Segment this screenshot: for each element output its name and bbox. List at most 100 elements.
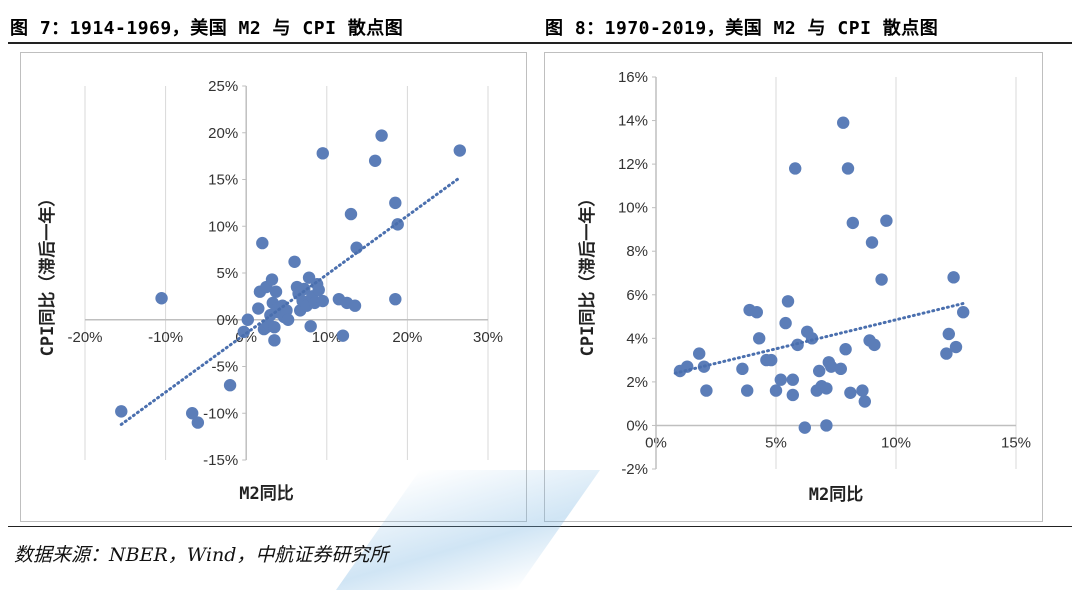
fig8-data-point-5 bbox=[736, 362, 749, 376]
fig8-x-tick-label-2: 10% bbox=[881, 434, 911, 451]
fig8-data-point-45 bbox=[947, 271, 960, 284]
fig8-data-point-46 bbox=[949, 340, 963, 354]
fig8-data-point-14 bbox=[779, 316, 792, 330]
fig7-data-point-40 bbox=[316, 294, 329, 308]
fig7-data-point-1 bbox=[155, 292, 168, 305]
fig8-x-tick-label-3: 15% bbox=[1001, 434, 1031, 451]
fig8-y-tick-label-1: 0% bbox=[626, 417, 648, 434]
fig8-y-axis-title: CPI同比（滞后一年） bbox=[577, 190, 598, 357]
fig8-data-point-17 bbox=[786, 388, 799, 402]
fig8-data-point-41 bbox=[875, 273, 888, 286]
fig7-data-point-17 bbox=[268, 334, 281, 347]
fig8-data-point-16 bbox=[786, 373, 799, 386]
fig7-data-point-31 bbox=[298, 282, 311, 296]
fig7-data-point-52 bbox=[453, 144, 466, 157]
fig7-data-point-2 bbox=[185, 407, 199, 420]
fig7-y-tick-label-5: 10% bbox=[208, 218, 238, 235]
fig8-data-point-32 bbox=[839, 343, 852, 356]
fig7-data-point-25 bbox=[281, 313, 295, 326]
fig8-data-point-34 bbox=[844, 386, 857, 399]
fig8-data-point-29 bbox=[825, 360, 838, 373]
fig8-data-point-40 bbox=[868, 338, 881, 352]
fig8-y-tick-label-6: 10% bbox=[618, 200, 648, 217]
fig7-data-point-6 bbox=[241, 313, 255, 326]
fig7-y-axis-title: CPI同比（滞后一年） bbox=[37, 190, 58, 357]
fig8-data-point-43 bbox=[940, 347, 953, 360]
fig8-data-point-18 bbox=[789, 162, 802, 175]
fig8-trendline bbox=[673, 301, 965, 375]
fig7-data-point-5 bbox=[237, 325, 250, 339]
fig8-y-tick-label-4: 6% bbox=[626, 287, 648, 304]
fig8-y-tick-label-5: 8% bbox=[626, 243, 648, 260]
fig8-data-point-39 bbox=[865, 236, 879, 249]
fig7-x-tick-label-3: 10% bbox=[312, 329, 342, 346]
fig7-data-point-9 bbox=[256, 236, 269, 250]
fig8-x-tick-label-1: 5% bbox=[765, 434, 787, 451]
chart-panel-left: -20%-10%0%10%20%30%-15%-10%-5%0%5%10%15%… bbox=[20, 52, 527, 522]
fig8-data-point-22 bbox=[805, 332, 819, 345]
fig7-x-tick-label-1: -10% bbox=[148, 329, 183, 346]
fig7-data-point-26 bbox=[288, 255, 301, 268]
figure-7-title: 图 7：1914-1969，美国 M2 与 CPI 散点图 bbox=[10, 18, 404, 39]
fig7-x-tick-label-4: 20% bbox=[392, 329, 422, 346]
fig7-data-point-19 bbox=[269, 285, 283, 298]
fig7-y-tick-label-8: 25% bbox=[208, 78, 238, 95]
fig7-data-point-50 bbox=[389, 292, 402, 306]
fig7-data-point-42 bbox=[336, 329, 350, 342]
fig8-data-point-37 bbox=[858, 395, 871, 408]
fig8-y-tick-label-0: -2% bbox=[621, 461, 648, 478]
scatter-chart-1914-1969: -20%-10%0%10%20%30%-15%-10%-5%0%5%10%15%… bbox=[37, 78, 503, 504]
fig7-x-tick-label-5: 30% bbox=[473, 329, 503, 346]
fig7-data-point-39 bbox=[316, 147, 329, 160]
figure-8-title: 图 8：1970-2019，美国 M2 与 CPI 散点图 bbox=[545, 18, 939, 39]
fig7-data-point-0 bbox=[115, 405, 128, 418]
fig7-data-point-7 bbox=[252, 302, 265, 315]
fig8-data-point-2 bbox=[693, 347, 706, 360]
fig8-data-point-26 bbox=[820, 419, 833, 432]
fig8-y-tick-label-8: 14% bbox=[618, 113, 648, 130]
fig8-data-point-47 bbox=[957, 306, 970, 319]
fig8-data-point-33 bbox=[841, 162, 855, 175]
fig8-data-point-8 bbox=[750, 306, 763, 319]
fig8-data-point-44 bbox=[942, 327, 955, 341]
scatter-chart-1970-2019: 0% 5% 10% 15%-2%0%2%4%6%8%10%12%14%16%M2同比C… bbox=[577, 69, 1031, 505]
fig8-data-point-31 bbox=[837, 116, 850, 129]
fig7-data-point-15 bbox=[265, 273, 279, 286]
fig8-data-point-27 bbox=[820, 382, 833, 395]
fig8-data-point-11 bbox=[765, 353, 778, 367]
fig7-x-tick-label-0: -20% bbox=[67, 329, 102, 346]
fig7-data-point-44 bbox=[344, 207, 358, 221]
fig8-data-point-24 bbox=[813, 364, 826, 378]
fig7-data-point-18 bbox=[268, 321, 281, 334]
fig7-y-tick-label-2: -5% bbox=[212, 359, 239, 376]
fig7-x-axis-title: M2同比 bbox=[239, 483, 293, 504]
fig7-data-point-3 bbox=[191, 416, 205, 429]
fig8-data-point-35 bbox=[846, 216, 859, 230]
fig7-data-point-34 bbox=[304, 320, 317, 333]
fig8-data-point-13 bbox=[774, 373, 787, 386]
fig7-y-tick-label-0: -15% bbox=[203, 452, 238, 469]
fig7-data-point-45 bbox=[348, 299, 362, 312]
fig8-data-point-20 bbox=[798, 421, 811, 434]
fig7-data-point-49 bbox=[389, 196, 402, 210]
fig7-data-point-47 bbox=[368, 154, 382, 167]
top-divider bbox=[8, 42, 1072, 44]
fig8-x-axis-title: M2同比 bbox=[809, 484, 863, 505]
fig7-y-tick-label-1: -10% bbox=[203, 405, 238, 422]
fig8-data-point-4 bbox=[700, 384, 713, 397]
fig7-data-point-38 bbox=[312, 283, 325, 297]
fig7-y-tick-label-3: 0% bbox=[217, 312, 239, 329]
fig8-data-point-36 bbox=[856, 384, 869, 397]
fig8-y-tick-label-9: 16% bbox=[618, 69, 648, 86]
source-note: 数据来源：NBER，Wind，中航证券研究所 bbox=[14, 544, 389, 566]
fig7-trendline bbox=[119, 176, 462, 426]
fig8-y-tick-label-2: 2% bbox=[626, 374, 648, 391]
fig8-data-point-6 bbox=[741, 384, 754, 397]
fig8-y-tick-label-7: 12% bbox=[618, 156, 648, 173]
fig8-data-point-9 bbox=[753, 332, 766, 345]
fig8-data-point-15 bbox=[781, 295, 795, 308]
fig8-data-point-42 bbox=[880, 214, 893, 227]
fig7-y-tick-label-7: 20% bbox=[208, 125, 238, 142]
fig7-data-point-4 bbox=[223, 379, 237, 392]
fig7-data-point-48 bbox=[375, 129, 388, 142]
